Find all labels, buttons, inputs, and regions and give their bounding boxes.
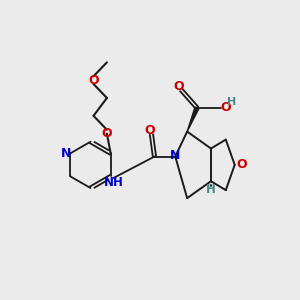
Text: O: O	[173, 80, 184, 93]
Text: H: H	[226, 98, 236, 107]
Polygon shape	[187, 107, 199, 132]
Text: O: O	[88, 74, 99, 87]
Text: NH: NH	[104, 176, 124, 190]
Text: N: N	[170, 149, 181, 162]
Text: O: O	[236, 158, 247, 171]
Text: O: O	[145, 124, 155, 137]
Text: H: H	[206, 183, 216, 196]
Text: N: N	[61, 147, 71, 160]
Text: O: O	[102, 127, 112, 140]
Text: O: O	[220, 101, 230, 114]
